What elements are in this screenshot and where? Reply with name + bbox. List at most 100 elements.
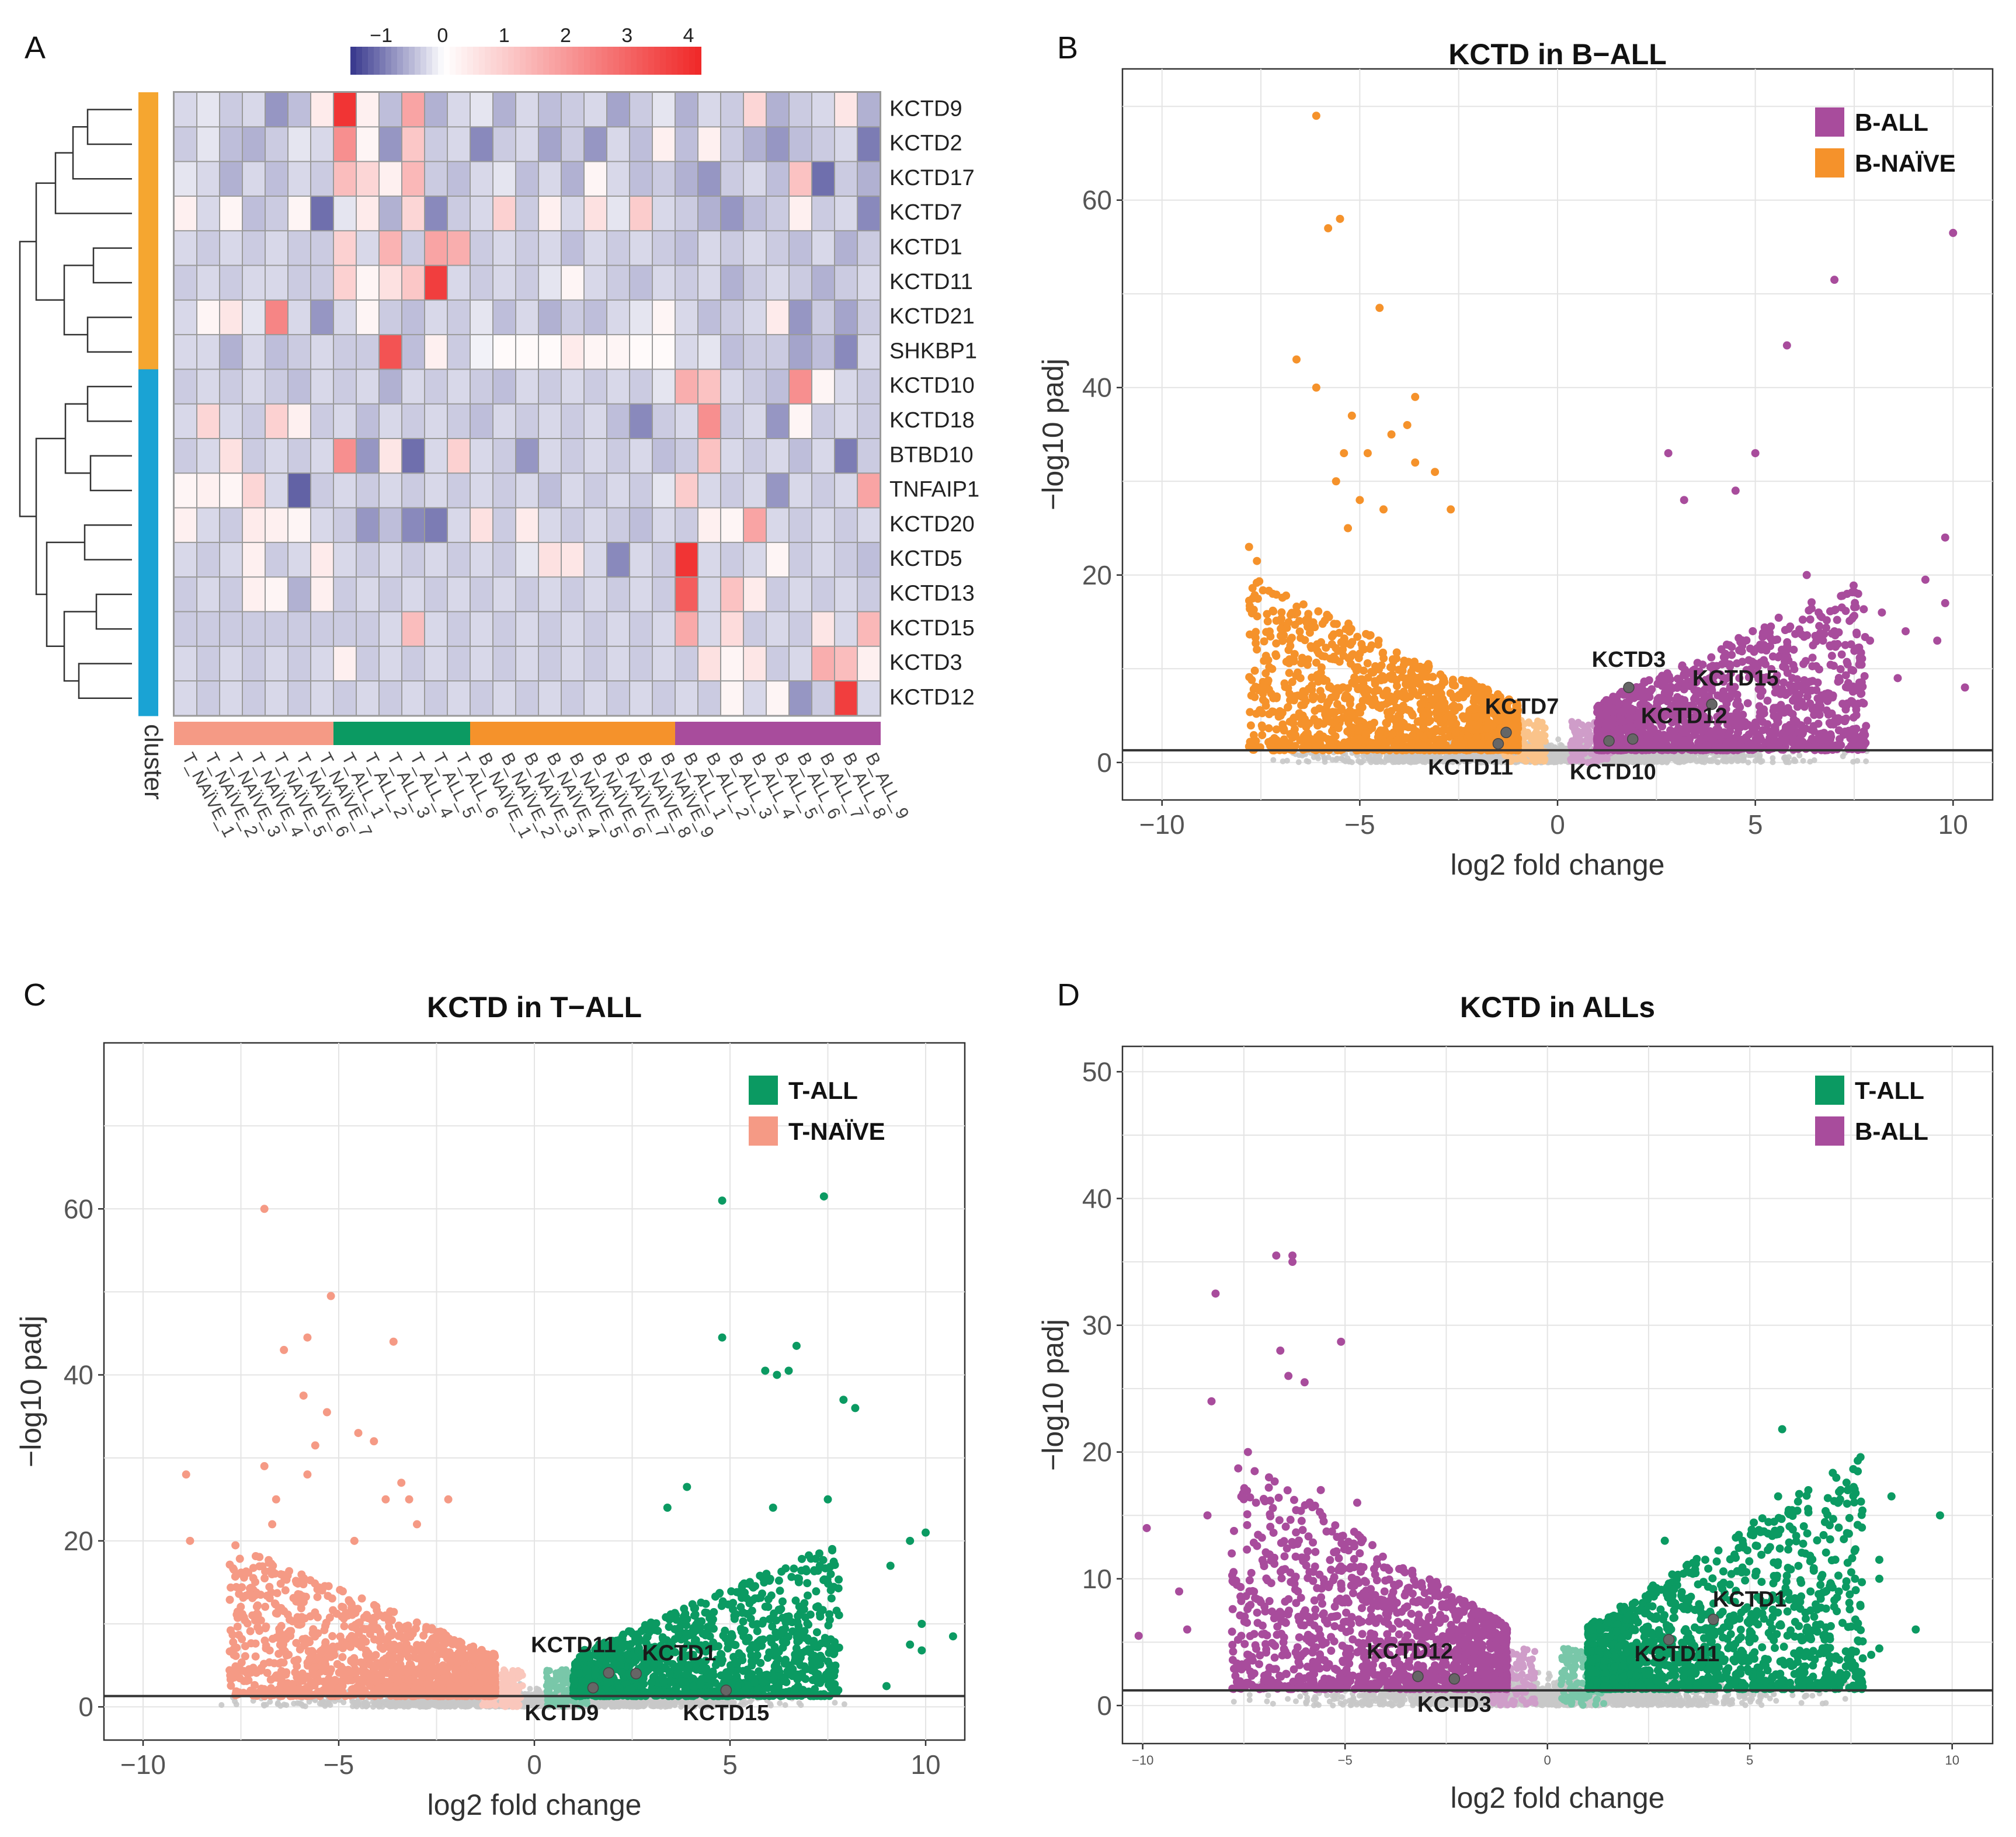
left-group-point (1376, 726, 1385, 735)
heatmap-cell (289, 474, 310, 507)
heatmap-cell (835, 474, 857, 507)
heatmap-cell (175, 508, 196, 542)
left-group-point (1358, 697, 1367, 705)
heatmap-cell (835, 646, 857, 681)
heatmap-cell (448, 127, 470, 161)
heatmap-cell (653, 266, 675, 300)
low-fc-point (1583, 730, 1591, 737)
ns-point (1462, 754, 1469, 760)
heatmap-cell (448, 542, 470, 577)
heatmap-cell (289, 542, 310, 577)
heatmap-cell (243, 577, 265, 611)
heatmap-cell (311, 577, 333, 611)
heatmap-cell (197, 300, 219, 335)
x-axis-title: log2 fold change (1451, 848, 1665, 881)
heatmap-cell (289, 196, 310, 231)
left-group-point (1315, 704, 1324, 713)
heatmap-cell (334, 300, 356, 335)
heatmap-cell (721, 577, 743, 611)
heatmap-cell (630, 542, 652, 577)
heatmap-cell (812, 93, 834, 127)
heatmap-cell (175, 370, 196, 403)
heatmap-cell (425, 300, 447, 335)
heatmap-cell (562, 474, 583, 507)
left-group-point (1302, 615, 1311, 624)
heatmap-cell (630, 162, 652, 196)
heatmap-cell (539, 196, 561, 231)
heatmap-cell (676, 439, 697, 473)
right-group-point (1707, 653, 1716, 662)
heatmap-cell (698, 127, 720, 161)
right-group-point (1834, 674, 1843, 683)
heatmap-cell (790, 439, 811, 473)
heatmap-cell (289, 127, 310, 161)
right-group-point (1844, 744, 1853, 753)
heatmap-cell (790, 404, 811, 438)
left-group-point (1357, 675, 1366, 684)
heatmap-cell (516, 370, 538, 403)
heatmap-cell (812, 508, 834, 542)
left-group-point (1268, 707, 1277, 716)
heatmap-cell (425, 542, 447, 577)
heatmap-cell (402, 612, 424, 646)
heatmap-cell (197, 93, 219, 127)
heatmap-cell (380, 439, 401, 473)
heatmap-cell (266, 231, 287, 265)
heatmap-cell (266, 127, 287, 161)
heatmap-cell (334, 196, 356, 231)
heatmap-cell (630, 404, 652, 438)
left-group-point (1285, 669, 1294, 677)
heatmap-cell (471, 681, 492, 715)
heatmap-cell (698, 681, 720, 715)
row-cluster-cell (138, 439, 158, 474)
ns-point (1640, 754, 1647, 761)
heatmap-cell (289, 612, 310, 646)
column-group-cell (698, 722, 721, 745)
left-group-point (1408, 711, 1417, 720)
heatmap-cell (835, 404, 857, 438)
x-tick-label: −5 (1344, 809, 1375, 840)
ns-point (1427, 755, 1434, 761)
heatmap-cell (402, 370, 424, 403)
column-group-cell (516, 722, 539, 745)
heatmap-cell (471, 231, 492, 265)
right-group-point (1847, 697, 1855, 705)
right-group-point (1827, 652, 1836, 660)
heatmap-cell (676, 612, 697, 646)
heatmap-cell (334, 370, 356, 403)
heatmap-cell (630, 93, 652, 127)
color-scale-step (432, 47, 439, 75)
heatmap-cell (380, 335, 401, 369)
heatmap-cell (334, 266, 356, 300)
heatmap-cell (266, 646, 287, 681)
heatmap-cell (721, 439, 743, 473)
left-group-point (1458, 676, 1466, 684)
ns-point (1800, 757, 1806, 764)
heatmap-cell (539, 266, 561, 300)
row-label: KCTD15 (889, 616, 975, 641)
left-group-point (1272, 639, 1281, 648)
color-scale-step (596, 47, 602, 75)
heatmap-cell (835, 266, 857, 300)
heatmap-cell (357, 127, 378, 161)
column-group-cell (265, 722, 289, 745)
right-group-point (1859, 605, 1868, 614)
left-group-point (1314, 607, 1323, 616)
heatmap-cell (357, 542, 378, 577)
heatmap-cell (585, 93, 606, 127)
heatmap-cell (653, 612, 675, 646)
row-cluster-cell (138, 231, 158, 266)
heatmap-cell (357, 93, 378, 127)
heatmap-cell (266, 508, 287, 542)
ns-point (1791, 756, 1798, 763)
color-scale-step (672, 47, 678, 75)
heatmap-cell (516, 612, 538, 646)
left-group-point (1330, 620, 1339, 628)
heatmap-cell (653, 196, 675, 231)
left-group-point (1419, 742, 1427, 750)
heatmap-cell (630, 474, 652, 507)
row-cluster-cell (138, 611, 158, 647)
color-scale-step (531, 47, 538, 75)
heatmap-cell (790, 162, 811, 196)
